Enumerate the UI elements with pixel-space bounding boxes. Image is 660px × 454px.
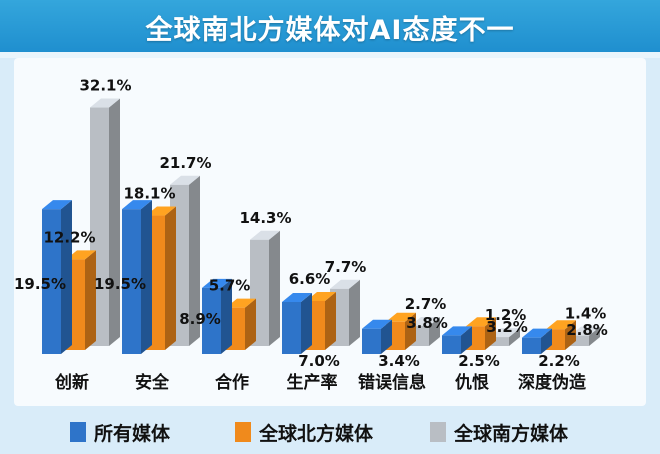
data-label-all-media-2: 8.9% [179,310,221,328]
data-label-all-media-0: 19.5% [14,275,66,293]
category-label-0: 创新 [54,372,89,393]
data-label-north-media-6: 2.8% [566,321,608,339]
bar-south-media-6 [570,326,600,346]
data-label-south-media-2: 14.3% [239,209,291,227]
legend: 所有媒体 全球北方媒体 全球南方媒体 [0,414,660,450]
bar-all-media-0 [42,200,72,354]
legend-item-south-media: 全球南方媒体 [430,420,569,445]
legend-label-all-media: 所有媒体 [94,422,171,445]
bar-all-media-2 [202,278,232,354]
data-label-north-media-1: 18.1% [123,185,175,203]
data-label-north-media-2: 5.7% [209,277,251,295]
data-label-south-media-4: 2.7% [405,295,447,313]
bar-all-media-3 [282,293,312,354]
data-label-south-media-0: 32.1% [79,77,131,95]
category-label-5: 仇恨 [455,372,489,393]
data-label-all-media-4: 3.4% [378,352,420,370]
category-label-2: 合作 [215,372,249,393]
legend-swatch-south-media [430,422,446,442]
bar-north-media-5 [466,317,496,350]
category-label-3: 生产率 [287,372,338,393]
data-label-south-media-3: 7.7% [325,258,367,276]
bar-all-media-5 [442,326,472,354]
bar-south-media-2 [250,230,280,346]
legend-swatch-all-media [70,422,86,442]
bar-all-media-6 [522,328,552,354]
data-label-south-media-6: 1.4% [565,305,607,323]
bar-chart: 19.5% 12.2% 32.1% 创新 19.5% 18.1% 21.7% 安全 8.9% 5.… [14,77,608,393]
plot-area: 19.5% 12.2% 32.1% 创新 19.5% 18.1% 21.7% 安全 8.9% 5.… [14,58,646,406]
bar-south-media-5 [490,328,520,346]
data-label-north-media-3: 6.6% [289,270,331,288]
data-label-all-media-3: 7.0% [298,352,340,370]
data-label-all-media-6: 2.2% [538,352,580,370]
legend-label-north-media: 全球北方媒体 [259,422,374,445]
data-label-all-media-1: 19.5% [94,275,146,293]
legend-item-all-media: 所有媒体 [70,420,171,445]
bar-all-media-1 [122,200,152,354]
data-label-north-media-4: 3.8% [406,314,448,332]
data-label-north-media-5: 3.2% [486,318,528,336]
legend-item-north-media: 全球北方媒体 [235,420,374,445]
chart-title: 全球南北方媒体对AI态度不一 [145,15,515,46]
data-label-south-media-5: 1.2% [485,306,527,324]
category-label-1: 安全 [135,372,170,393]
data-label-north-media-0: 12.2% [43,228,95,246]
title-bar: 全球南北方媒体对AI态度不一 [0,0,660,58]
legend-swatch-north-media [235,422,251,442]
data-label-south-media-1: 21.7% [159,154,211,172]
bar-all-media-4 [362,319,392,354]
category-label-4: 错误信息 [358,372,426,393]
legend-label-south-media: 全球南方媒体 [454,422,569,445]
data-label-all-media-5: 2.5% [458,352,500,370]
category-label-6: 深度伪造 [518,372,587,393]
